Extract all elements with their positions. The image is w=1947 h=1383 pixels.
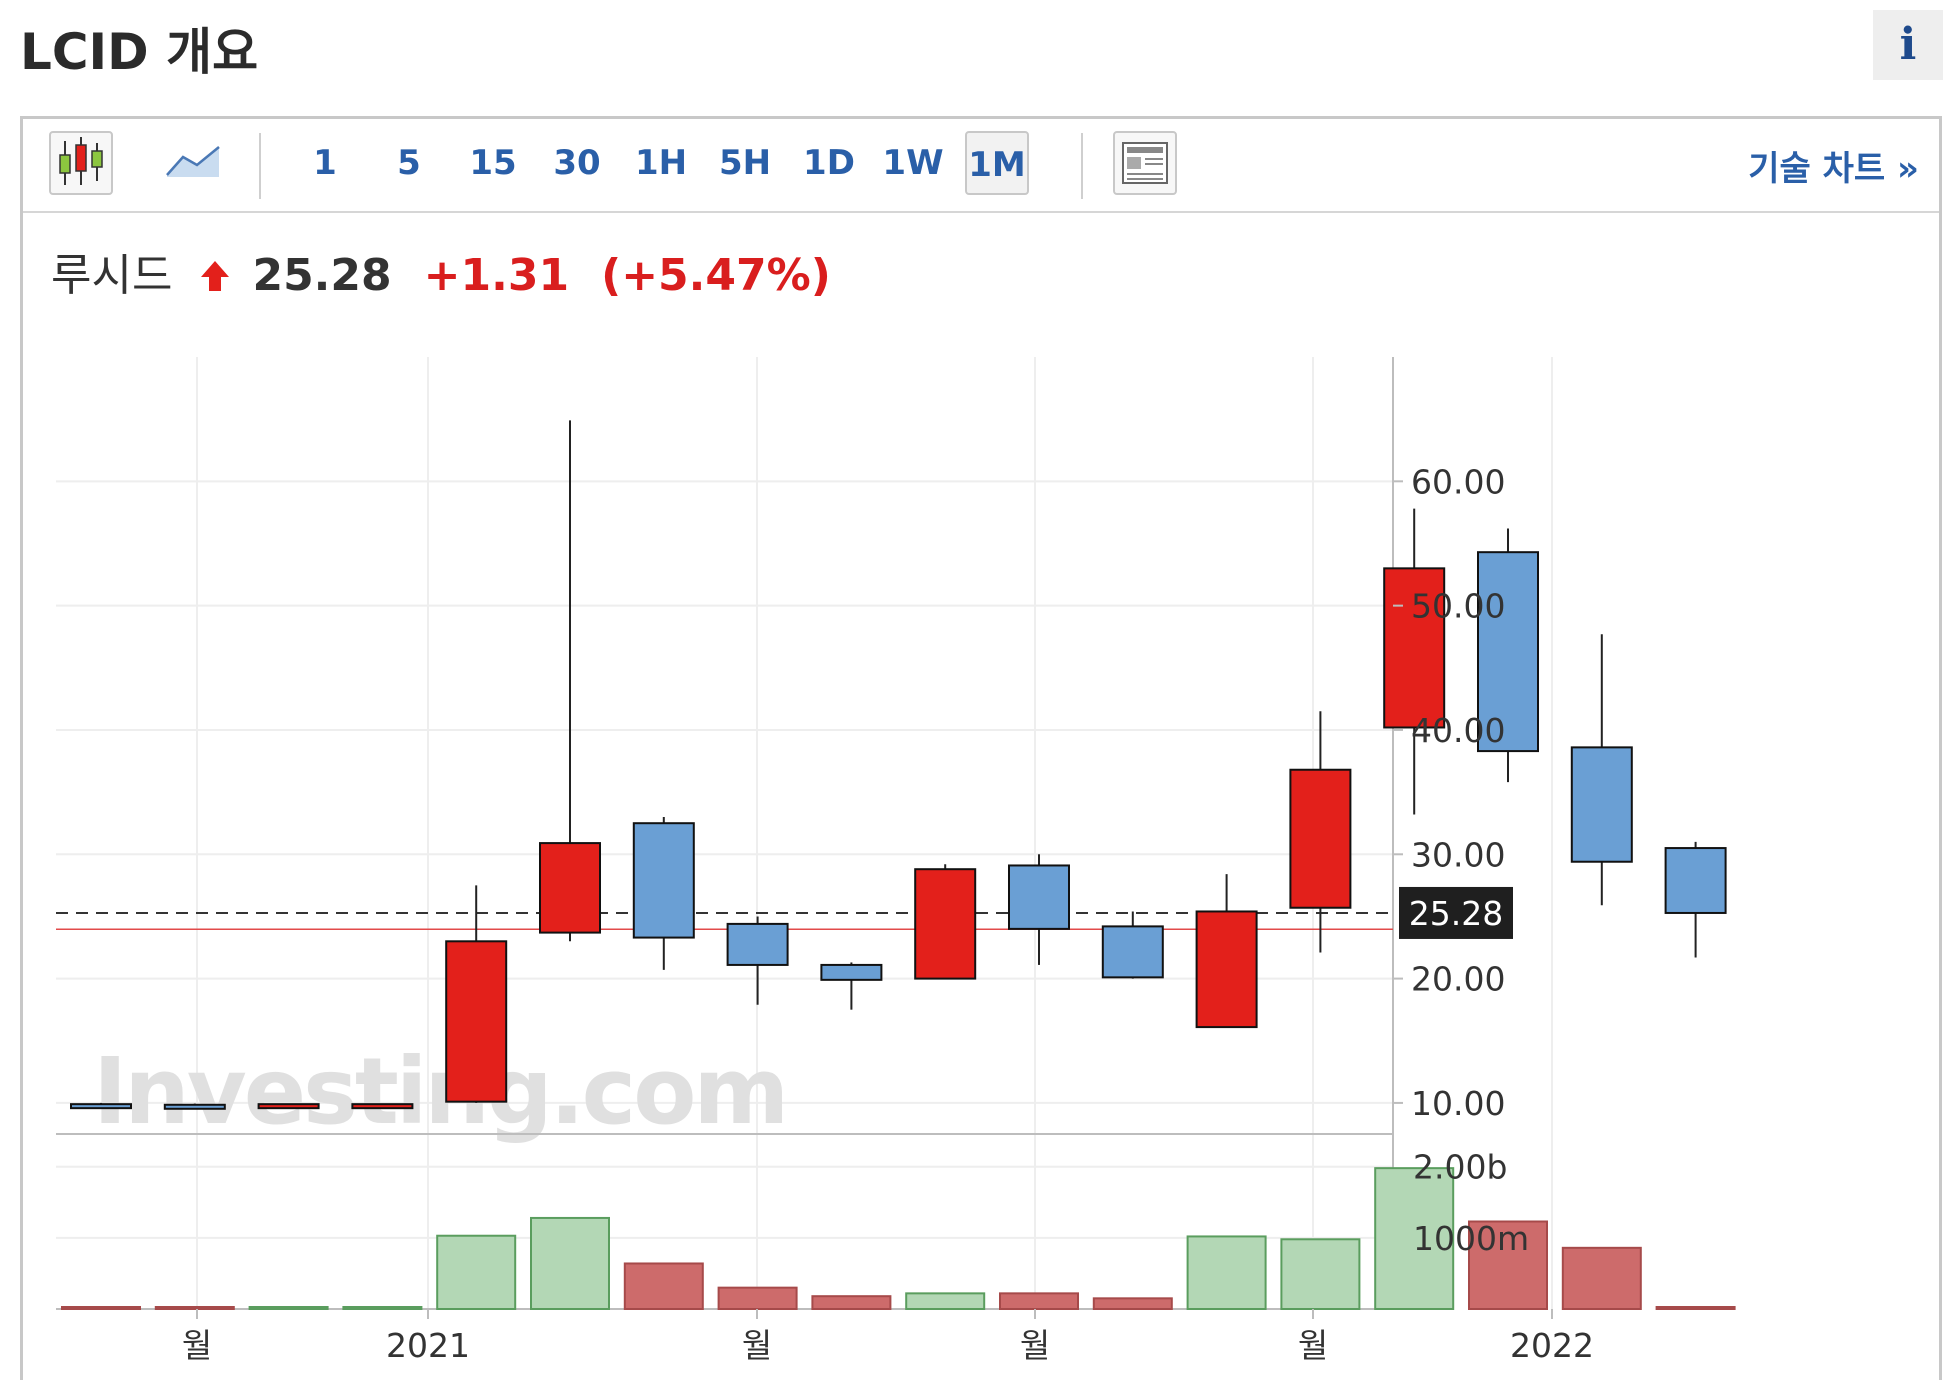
page-title: LCID 개요 xyxy=(20,23,259,81)
price-tick-label: 20.00 xyxy=(1411,960,1505,999)
candle-body xyxy=(1477,551,1539,753)
volume-bar xyxy=(999,1292,1079,1311)
volume-bar xyxy=(436,1234,517,1311)
candle-body xyxy=(1664,847,1727,914)
volume-bar xyxy=(1186,1235,1267,1310)
line-chart-icon[interactable] xyxy=(163,131,227,195)
time-tick-label: 월 xyxy=(742,1326,772,1365)
price-tick-label: 40.00 xyxy=(1411,711,1505,750)
toolbar-divider xyxy=(1081,133,1083,199)
candle-body xyxy=(1570,746,1633,863)
volume-bar xyxy=(1280,1238,1361,1310)
volume-bar xyxy=(1655,1306,1736,1310)
candle-body xyxy=(539,842,601,934)
chart-widget: 1 5 15 30 1H 5H 1D 1W 1M 기술 차트 » 루시드 25. xyxy=(20,116,1942,1380)
timeframe-1d[interactable]: 1D xyxy=(803,143,855,183)
timeframe-5h[interactable]: 5H xyxy=(718,143,772,183)
volume-bar xyxy=(1468,1220,1548,1310)
volume-bar xyxy=(1561,1246,1642,1311)
last-price-badge xyxy=(1399,886,1513,939)
candle-body xyxy=(257,1103,320,1110)
candle-body xyxy=(1195,910,1258,1029)
volume-bar xyxy=(1092,1297,1173,1310)
volume-bar xyxy=(811,1295,892,1310)
candle-body xyxy=(351,1103,414,1110)
timeframe-1h[interactable]: 1H xyxy=(634,143,688,183)
last-price: 25.28 xyxy=(252,250,392,301)
price-change: +1.31 xyxy=(423,250,570,301)
investing-watermark: Investing.com xyxy=(93,1038,786,1145)
price-change-percent: (+5.47%) xyxy=(601,250,831,301)
volume-bar xyxy=(61,1306,141,1310)
candle-body xyxy=(726,922,789,966)
time-tick-label: 월 xyxy=(1020,1326,1050,1365)
time-tick-label: 월 xyxy=(1298,1326,1328,1365)
candle-body xyxy=(1289,768,1352,909)
candle-body xyxy=(70,1103,132,1110)
volume-bar xyxy=(248,1306,329,1310)
news-panel-icon[interactable] xyxy=(1113,131,1177,195)
instrument-name: 루시드 xyxy=(51,250,173,301)
candle-body xyxy=(1008,864,1070,930)
timeframe-30[interactable]: 30 xyxy=(553,143,601,183)
timeframe-1w[interactable]: 1W xyxy=(882,143,944,183)
candle-body xyxy=(914,868,977,980)
volume-bar xyxy=(717,1286,798,1311)
price-tick-label: 60.00 xyxy=(1411,462,1505,501)
volume-bar xyxy=(905,1292,986,1311)
volume-bar xyxy=(623,1262,704,1311)
candlestick-chart-icon[interactable] xyxy=(49,131,113,195)
timeframe-1[interactable]: 1 xyxy=(313,143,337,183)
timeframe-5[interactable]: 5 xyxy=(397,143,421,183)
chart-toolbar: 1 5 15 30 1H 5H 1D 1W 1M 기술 차트 » xyxy=(23,119,1939,213)
price-tick-label: 10.00 xyxy=(1411,1084,1505,1123)
volume-tick-label: 2.00b xyxy=(1413,1148,1507,1187)
candle-body xyxy=(1383,567,1446,729)
candle-body xyxy=(1101,925,1164,979)
volume-bar xyxy=(342,1306,423,1310)
price-tick-label: 50.00 xyxy=(1411,587,1505,626)
candlestick-chart[interactable]: Investing.com 10.00 20.00 30.00 40.00 50.00 60… xyxy=(23,119,1939,1383)
time-tick-label: 월 xyxy=(182,1326,212,1365)
last-price-badge-label: 25.28 xyxy=(1409,894,1503,933)
toolbar-divider xyxy=(259,133,261,199)
candle-body xyxy=(163,1103,226,1110)
price-tick-label: 30.00 xyxy=(1411,835,1505,874)
time-tick-label: 2021 xyxy=(386,1326,470,1365)
timeframe-15[interactable]: 15 xyxy=(469,143,517,183)
volume-bar xyxy=(1374,1167,1455,1311)
candle-body xyxy=(632,822,695,939)
volume-bar xyxy=(154,1306,235,1310)
volume-bar xyxy=(530,1216,610,1311)
quote-line: 루시드 25.28 +1.31 (+5.47%) xyxy=(51,239,831,304)
technical-chart-link[interactable]: 기술 차트 » xyxy=(1748,149,1919,189)
candle-body xyxy=(820,963,883,981)
timeframe-1m[interactable]: 1M xyxy=(965,131,1029,195)
arrow-up-icon xyxy=(200,253,230,304)
candle-body xyxy=(445,940,508,1103)
volume-tick-label: 1000m xyxy=(1413,1219,1529,1258)
time-tick-label: 2022 xyxy=(1510,1326,1594,1365)
info-button[interactable]: i xyxy=(1873,10,1943,80)
